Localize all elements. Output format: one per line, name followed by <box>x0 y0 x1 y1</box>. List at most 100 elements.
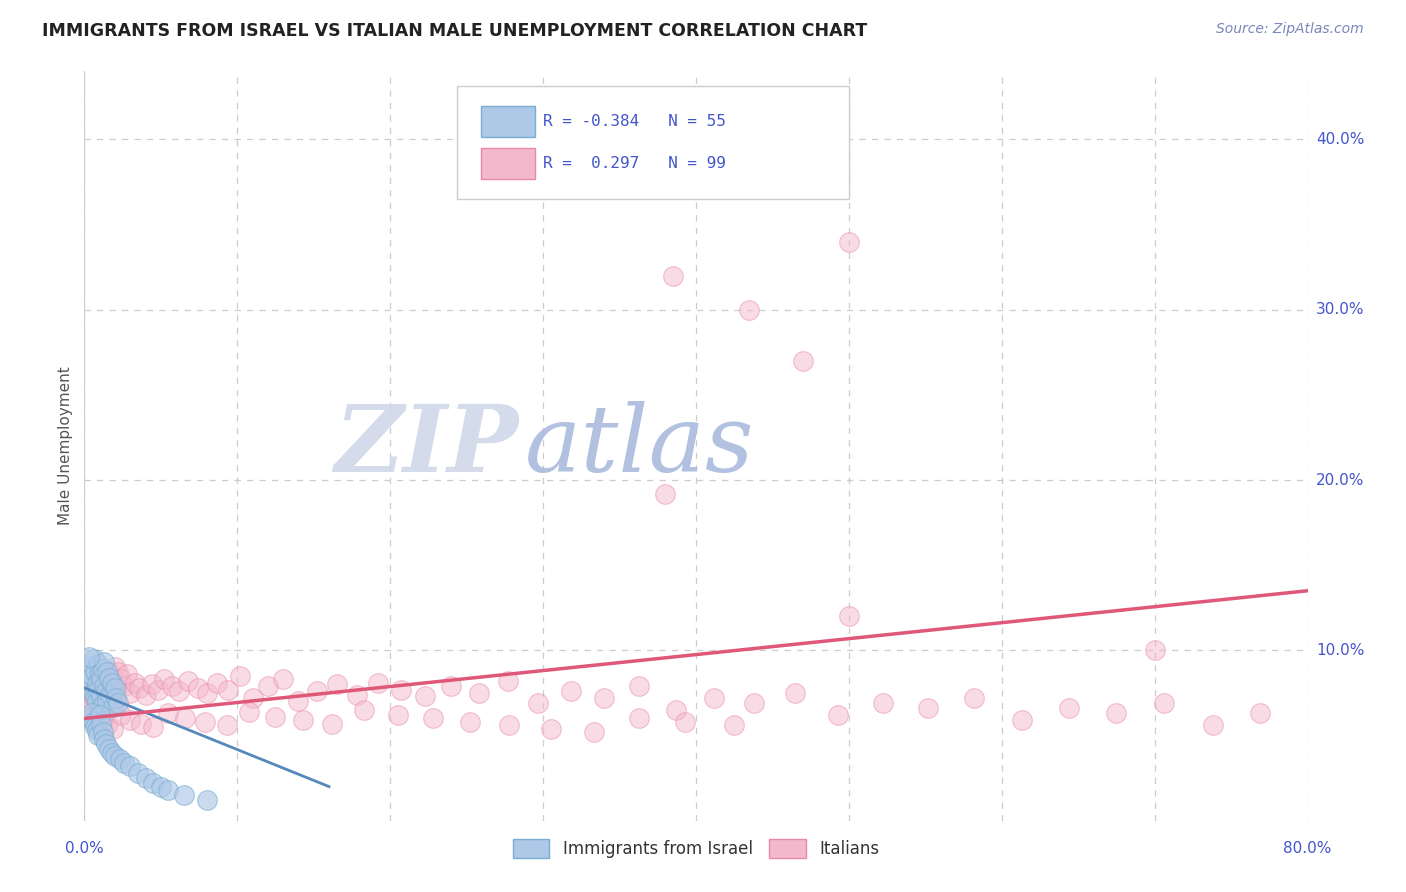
Point <box>129 716 152 731</box>
Point <box>1105 706 1128 721</box>
Point <box>1143 643 1166 657</box>
Point <box>90 690 112 704</box>
Point <box>146 682 169 697</box>
Point <box>91 662 114 676</box>
Point <box>353 703 375 717</box>
Point <box>153 673 176 687</box>
Point <box>110 708 132 723</box>
FancyBboxPatch shape <box>481 106 534 137</box>
Point <box>1153 696 1175 710</box>
Point <box>84 681 107 695</box>
Point <box>104 681 127 695</box>
Point <box>167 684 190 698</box>
Point <box>87 729 110 743</box>
Point <box>86 723 108 738</box>
Point <box>89 703 111 717</box>
Point <box>83 691 105 706</box>
Point <box>77 677 100 691</box>
Point <box>107 696 129 710</box>
Point <box>104 748 127 763</box>
Point <box>77 703 100 717</box>
Point <box>120 713 142 727</box>
Point <box>149 780 172 794</box>
Point <box>89 708 111 723</box>
Point <box>127 766 149 780</box>
Point <box>120 759 142 773</box>
Point <box>271 673 294 687</box>
Point <box>1202 718 1225 732</box>
Text: atlas: atlas <box>524 401 754 491</box>
Point <box>93 655 115 669</box>
Point <box>91 725 114 739</box>
Point <box>838 609 860 624</box>
Text: 30.0%: 30.0% <box>1316 302 1364 318</box>
Point <box>105 682 128 697</box>
Point <box>238 705 260 719</box>
Point <box>540 722 562 736</box>
Point <box>1249 706 1271 721</box>
Point <box>560 684 582 698</box>
Text: 0.0%: 0.0% <box>65 841 104 856</box>
Point <box>96 692 118 706</box>
Point <box>98 688 121 702</box>
Point <box>194 714 217 729</box>
Point <box>292 713 315 727</box>
Point <box>89 667 111 681</box>
Point <box>527 696 550 710</box>
Point <box>195 686 218 700</box>
Point <box>673 714 696 729</box>
Point <box>264 710 287 724</box>
Point <box>917 701 939 715</box>
Point <box>84 691 107 706</box>
Point <box>287 694 309 708</box>
Point <box>792 354 814 368</box>
Point <box>422 711 444 725</box>
Point <box>93 692 115 706</box>
Point <box>665 703 688 717</box>
Point <box>963 691 986 706</box>
Point <box>468 686 491 700</box>
Point <box>872 696 894 710</box>
Point <box>135 771 157 785</box>
Point <box>1057 701 1080 715</box>
Point <box>593 691 616 706</box>
Point <box>177 673 200 688</box>
Point <box>107 665 129 680</box>
Point <box>157 783 180 797</box>
Point <box>90 673 112 687</box>
Point <box>84 711 107 725</box>
Point <box>186 681 208 695</box>
Point <box>838 235 860 249</box>
Point <box>80 669 103 683</box>
Point <box>160 679 183 693</box>
Point <box>128 681 150 695</box>
Point <box>83 652 105 666</box>
Point <box>83 686 105 700</box>
Point <box>101 746 124 760</box>
Point <box>654 486 676 500</box>
Point <box>346 688 368 702</box>
Point <box>458 714 481 729</box>
Point <box>77 650 100 665</box>
Point <box>80 669 103 683</box>
Point <box>110 673 132 687</box>
Point <box>257 679 280 693</box>
Point <box>101 671 124 685</box>
Point <box>120 686 142 700</box>
Point <box>76 673 98 688</box>
Point <box>496 673 519 688</box>
Point <box>321 716 343 731</box>
Point <box>104 660 127 674</box>
Point <box>742 696 765 710</box>
Point <box>87 673 110 688</box>
Point <box>135 688 157 702</box>
Point <box>93 679 115 693</box>
Point <box>91 714 114 729</box>
FancyBboxPatch shape <box>481 148 534 179</box>
Point <box>1011 713 1033 727</box>
Point <box>124 675 146 690</box>
Point <box>141 677 163 691</box>
Point <box>207 675 229 690</box>
Point <box>215 718 238 732</box>
Point <box>415 690 437 704</box>
